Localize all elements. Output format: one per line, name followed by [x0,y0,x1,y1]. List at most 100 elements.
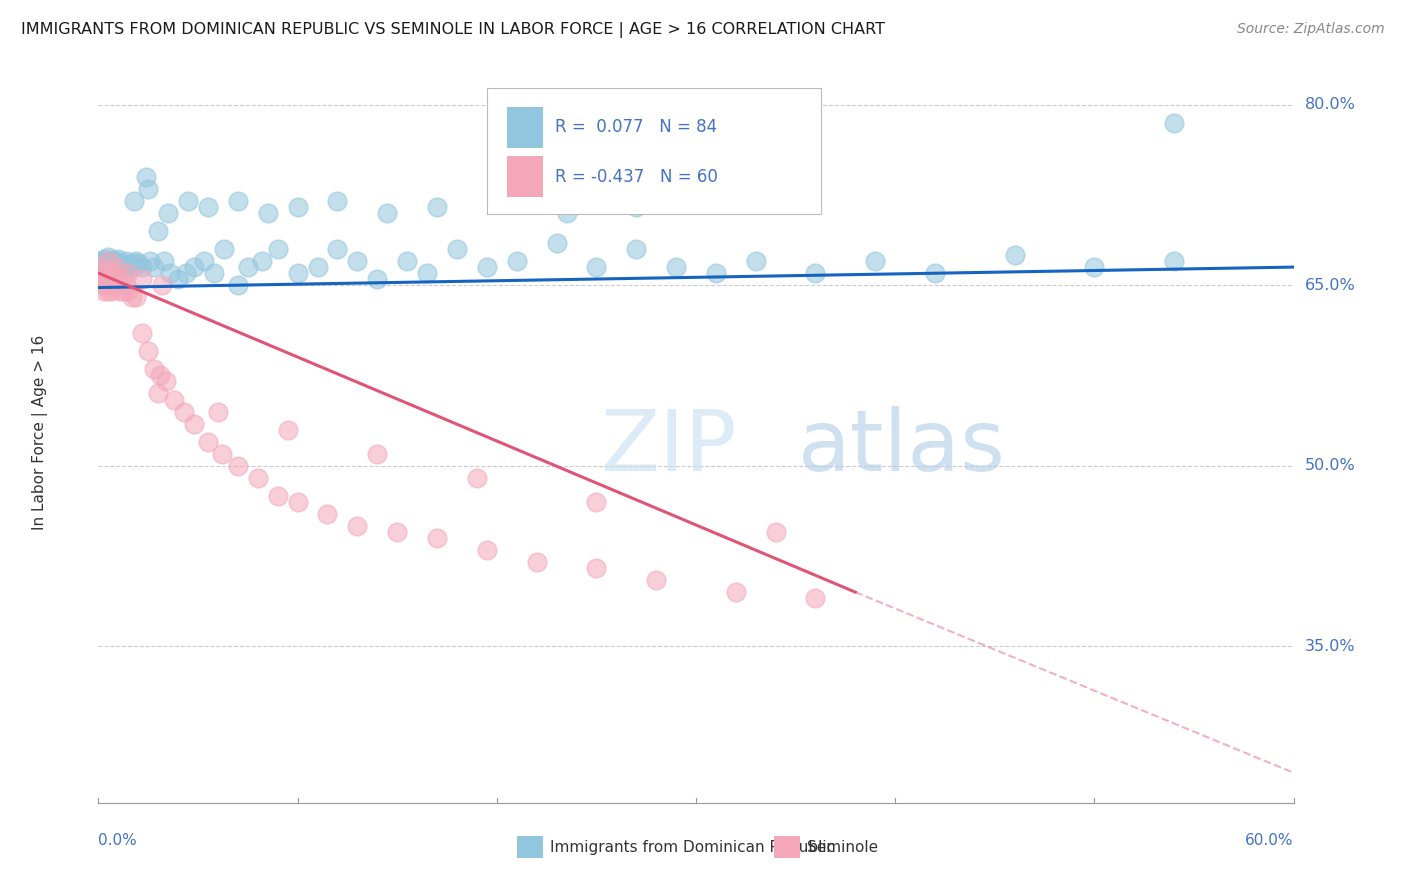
Point [1083,260,1105,274]
Point [250,254,273,268]
Point [105,272,128,286]
Point [105,254,128,268]
Point [426,200,449,214]
Point [93,256,115,270]
Point [446,242,468,256]
Point [103,266,125,280]
Point [115,278,138,293]
Point [316,507,339,521]
Point [485,194,508,208]
Point [212,242,235,256]
Point [121,256,143,270]
Text: 65.0%: 65.0% [1305,277,1355,293]
Point [98,278,122,293]
Text: 35.0%: 35.0% [1305,639,1355,654]
Point [924,266,946,280]
Point [91,254,114,268]
Point [93,272,115,286]
Point [97,284,120,298]
Point [174,266,197,280]
Point [226,194,249,208]
Point [267,242,290,256]
Text: 50.0%: 50.0% [1305,458,1355,474]
Point [183,417,205,431]
Point [1004,248,1026,262]
Text: Immigrants from Dominican Republic: Immigrants from Dominican Republic [550,839,835,855]
Point [645,573,668,587]
Point [765,524,787,539]
Point [96,266,118,280]
Point [103,278,125,293]
Point [555,206,578,220]
Point [226,458,249,473]
Point [385,524,409,539]
Point [148,224,170,238]
Point [475,260,498,274]
Point [136,344,159,359]
Bar [508,107,543,147]
Point [202,266,225,280]
Point [110,284,132,298]
Point [101,272,124,286]
Point [149,368,172,383]
Point [143,362,166,376]
Point [307,260,329,274]
Text: R =  0.077   N = 84: R = 0.077 N = 84 [555,118,717,136]
Point [107,252,129,266]
Text: atlas: atlas [797,406,1005,489]
Point [159,266,181,280]
Point [148,386,170,401]
Point [111,256,134,270]
Point [375,206,398,220]
Point [626,200,648,214]
Point [101,284,124,298]
Point [226,278,249,293]
Point [804,266,827,280]
Point [105,260,128,274]
Point [117,284,139,298]
Point [117,266,139,280]
Bar [773,836,800,858]
Text: 0.0%: 0.0% [98,833,138,848]
Point [111,272,134,286]
Point [124,194,146,208]
Text: 60.0%: 60.0% [1246,833,1294,848]
Point [704,266,727,280]
Point [96,278,118,293]
Text: Source: ZipAtlas.com: Source: ZipAtlas.com [1237,22,1385,37]
Point [96,254,118,268]
Point [396,254,419,268]
Point [98,266,122,280]
Point [267,489,290,503]
Point [1163,254,1185,268]
Point [125,254,148,268]
Point [626,242,648,256]
Point [124,259,146,273]
Point [236,260,259,274]
Text: R = -0.437   N = 60: R = -0.437 N = 60 [555,169,718,186]
Point [125,290,148,304]
Point [506,254,529,268]
Point [93,252,115,266]
Point [97,251,120,265]
FancyBboxPatch shape [486,88,821,214]
Point [157,206,180,220]
Point [745,254,768,268]
Point [98,254,122,268]
Point [91,278,114,293]
Point [103,260,125,274]
Point [585,561,607,575]
Point [804,591,827,606]
Point [136,182,159,196]
Point [665,260,688,274]
Point [98,259,122,273]
Point [117,258,139,272]
Point [546,235,568,250]
Point [326,242,349,256]
Point [207,404,229,418]
Point [101,252,124,267]
Point [112,260,135,274]
Text: In Labor Force | Age > 16: In Labor Force | Age > 16 [32,335,48,530]
Point [91,260,114,274]
Point [97,254,120,268]
